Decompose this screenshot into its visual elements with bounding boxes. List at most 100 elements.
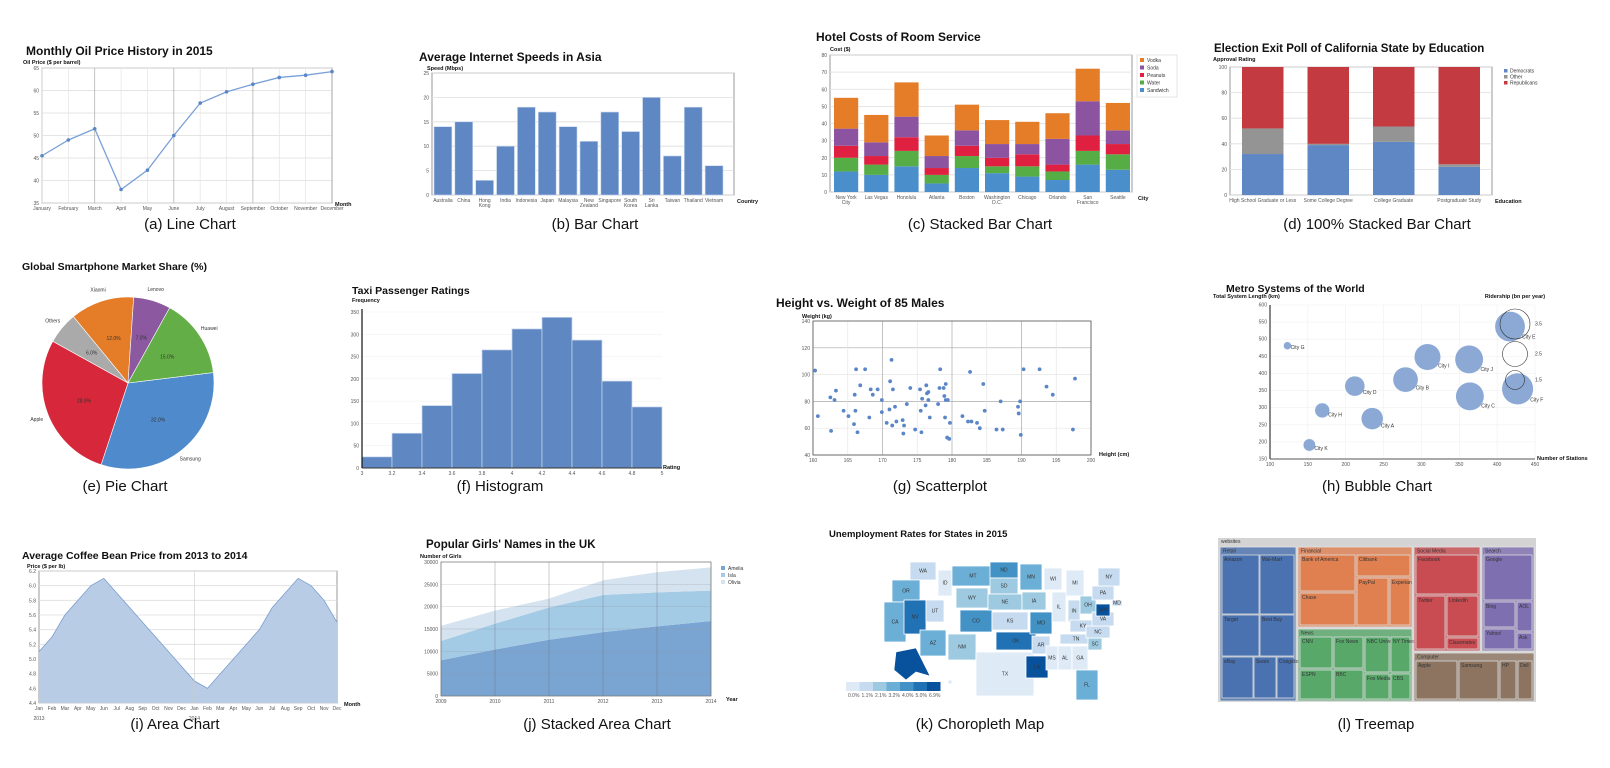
slice-value-label: 12.0%	[106, 336, 121, 342]
state-shape	[1111, 599, 1123, 607]
treemap-cell	[1415, 554, 1479, 595]
caption-pie-chart: (e) Pie Chart	[82, 478, 168, 495]
y-tick-label: 10000	[424, 649, 438, 655]
x-tick-label: Japan	[540, 198, 554, 204]
bubble	[1454, 344, 1484, 374]
bar-segment-peanuts	[1015, 154, 1040, 167]
cell-label: Best Buy	[1262, 617, 1283, 623]
state-sd: SD	[989, 577, 1019, 595]
treemap-cell	[1517, 660, 1533, 700]
scatter-point	[947, 437, 952, 441]
state-label: IN	[1072, 609, 1077, 615]
y-tick-label: 140	[802, 319, 811, 325]
histogram-bar	[631, 406, 663, 469]
legend-label: Isla	[728, 573, 736, 579]
caption-choropleth-map: (k) Choropleth Map	[915, 716, 1045, 733]
pie-slice-samsung	[100, 372, 215, 470]
bar-segment-sandwich	[985, 173, 1010, 192]
scatter-point	[948, 420, 952, 425]
legend-swatch	[1140, 80, 1144, 85]
legend-swatch	[873, 682, 887, 691]
bar	[663, 155, 682, 196]
bubble-chart-panel: Metro Systems of the World Total System L…	[1200, 275, 1610, 475]
scatter-point	[926, 398, 931, 402]
legend-label: Water	[1147, 81, 1160, 87]
bar-segment-vodka	[1015, 121, 1040, 145]
state-pa: PA	[1091, 585, 1115, 601]
y-tick-label: 600	[1259, 303, 1268, 309]
x-tick-label: Hong	[479, 198, 491, 204]
state-label: TX	[1002, 672, 1009, 678]
x-tick-label: Australia	[433, 198, 453, 204]
percent-stacked-bar-chart: Election Exit Poll of California State b…	[1213, 43, 1538, 205]
x-tick-label: 2011	[544, 699, 555, 705]
bubble-label: City D	[1363, 390, 1377, 396]
cell-label: AOL	[1519, 604, 1529, 610]
scatter-point	[1044, 384, 1049, 389]
histogram-bar	[421, 405, 453, 469]
cell-label: Twitter	[1418, 598, 1433, 604]
x-tick-label: 5	[661, 471, 664, 477]
y-tick-label: 40	[33, 179, 39, 185]
stacked-area-chart-panel: Popular Girls' Names in the UK Number of …	[400, 530, 770, 720]
treemap-cell	[1415, 660, 1458, 700]
state-az: AZ	[919, 629, 947, 657]
treemap: websites Retail Amazon Wal-Mart Target Best B…	[1218, 538, 1536, 702]
x-tick-label: Seattle	[1110, 195, 1126, 201]
treemap-group-social-media: Social Media Facebook Twitter LinkedIn Class…	[1413, 546, 1481, 652]
x-tick-label: Washington	[984, 195, 1010, 201]
x-axis-label: Month	[344, 702, 361, 708]
state-label: IA	[1032, 599, 1037, 605]
bubble	[1344, 375, 1366, 397]
bar-segment-soda	[1105, 130, 1130, 145]
bar-segment-republicans	[1242, 67, 1284, 129]
x-axis-label: Height (cm)	[1099, 452, 1129, 458]
state-label: UT	[932, 609, 939, 615]
stacked-bar-chart-panel: Hotel Costs of Room Service Cost ($) 0 10 20…	[800, 25, 1178, 225]
x-tick-label: China	[457, 198, 470, 204]
bar-segment-other	[1373, 126, 1415, 142]
y-tick-label: 150	[1259, 457, 1268, 463]
line-chart-panel: Monthly Oil Price History in 2015 Oil Pri…	[0, 30, 360, 240]
state-nc: NC	[1085, 625, 1111, 639]
stacked-bar-chart: Hotel Costs of Room Service Cost ($) 0 10 20…	[816, 30, 1178, 206]
legend-swatch	[913, 682, 927, 691]
treemap-cell	[1446, 637, 1479, 650]
state-label: MN	[1027, 575, 1035, 581]
cell-label: PayPal	[1359, 580, 1375, 586]
y-tick-label: 6.0	[29, 584, 36, 590]
scatter-point	[1016, 404, 1020, 409]
x-tick-label: 2013	[651, 699, 662, 705]
scatter-point	[887, 407, 892, 412]
state-ak	[893, 647, 931, 681]
x-tick-label: 3	[361, 471, 364, 477]
scatter-point	[926, 390, 931, 394]
legend-swatch	[1140, 73, 1144, 77]
state-nd: ND	[989, 561, 1019, 579]
group-label: Computer	[1417, 655, 1439, 661]
state-md: MD	[1111, 599, 1123, 607]
y-tick-label: 5.2	[29, 642, 36, 648]
year-label: 2013	[33, 716, 44, 722]
scatter-point	[918, 387, 922, 392]
y-tick-label: 350	[351, 310, 360, 316]
x-tick-label: December	[320, 206, 343, 212]
scatter-point	[981, 382, 986, 386]
pie-slice-apple	[41, 340, 129, 466]
x-axis-label: Number of Stations	[1537, 456, 1588, 462]
state-label: NC	[1094, 630, 1102, 636]
y-tick-label: 6.2	[29, 569, 36, 575]
treemap-group-computer: Computer Apple Samsung HP Dell	[1413, 652, 1535, 702]
x-tick-label: 4.6	[599, 471, 606, 477]
x-tick-label: Kong	[479, 203, 491, 209]
bubble	[1494, 311, 1526, 342]
caption-scatterplot: (g) Scatterplot	[892, 478, 988, 495]
legend-tick: 3.2%	[889, 693, 901, 699]
data-point	[277, 75, 282, 80]
bar-segment-democrats	[1307, 145, 1349, 195]
x-tick-label: Postgraduate Study	[1437, 198, 1481, 204]
x-tick-label: Jul	[269, 706, 275, 712]
chart-title: Election Exit Poll of California State b…	[1214, 43, 1484, 55]
state-label: NE	[1002, 600, 1010, 606]
bar-segment-other	[1242, 128, 1284, 155]
